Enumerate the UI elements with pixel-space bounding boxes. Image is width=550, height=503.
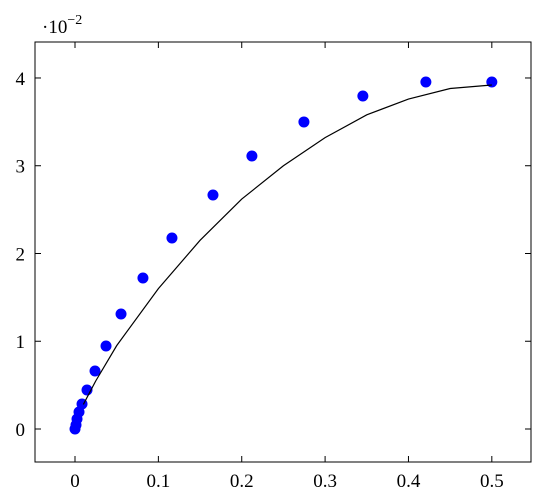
x-tick-label: 0.5 bbox=[480, 471, 504, 492]
x-tick-label: 0.1 bbox=[146, 471, 170, 492]
data-point bbox=[246, 150, 258, 162]
y-scale-label: ·10−2 bbox=[42, 13, 82, 38]
data-point bbox=[298, 116, 310, 128]
scale-exponent: −2 bbox=[67, 13, 82, 28]
x-tick-label: 0.3 bbox=[313, 471, 337, 492]
data-point bbox=[100, 340, 112, 352]
data-point bbox=[137, 272, 149, 284]
data-point bbox=[420, 76, 432, 88]
x-tick-label: 0.2 bbox=[230, 471, 254, 492]
data-point bbox=[115, 308, 127, 320]
y-tick-label: 4 bbox=[16, 69, 26, 90]
plot-frame bbox=[34, 41, 532, 463]
scale-base: ·10 bbox=[42, 17, 67, 38]
fit-line bbox=[82, 84, 492, 405]
y-tick-label: 2 bbox=[16, 244, 26, 265]
y-tick-label: 1 bbox=[16, 332, 26, 353]
data-point bbox=[207, 189, 219, 201]
y-tick-label: 3 bbox=[16, 157, 26, 178]
x-tick-label: 0.4 bbox=[397, 471, 421, 492]
data-point bbox=[89, 365, 101, 377]
data-point bbox=[166, 232, 178, 244]
y-tick-label: 0 bbox=[16, 420, 26, 441]
data-point bbox=[357, 90, 369, 102]
x-tick-label: 0 bbox=[70, 471, 80, 492]
